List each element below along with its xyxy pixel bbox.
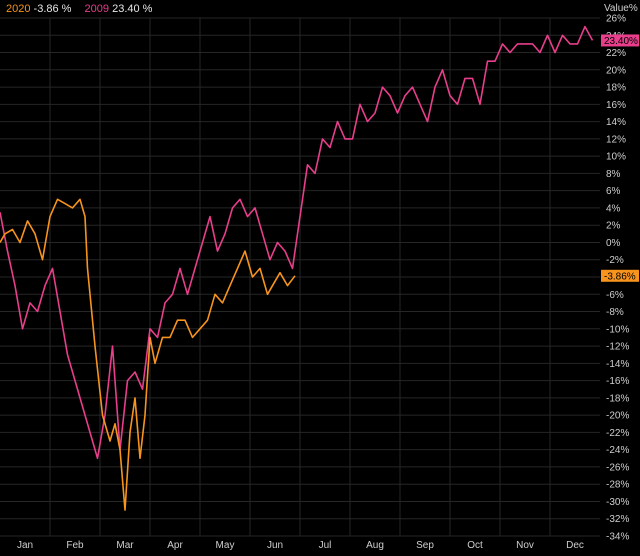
x-tick-label: Jul: [319, 540, 332, 551]
x-tick-label: Apr: [167, 540, 183, 551]
legend-2009-value: 23.40 %: [112, 3, 153, 15]
chart-legend: 2020 -3.86 % 2009 23.40 %: [6, 3, 162, 15]
y-tick-label: -28%: [606, 480, 629, 491]
legend-item-2020[interactable]: 2020 -3.86 %: [6, 3, 75, 15]
legend-2020-value: -3.86 %: [33, 3, 72, 15]
x-tick-label: Nov: [516, 540, 534, 551]
y-tick-label: -26%: [606, 462, 629, 473]
y-tick-label: 4%: [606, 203, 621, 214]
x-tick-label: Aug: [366, 540, 384, 551]
end-value-label-2009: 23.40%: [604, 36, 638, 47]
y-tick-label: -20%: [606, 411, 629, 422]
end-value-label-2020: -3.86%: [604, 271, 636, 282]
y-tick-label: -32%: [606, 514, 629, 525]
legend-2009-name: 2009: [84, 3, 110, 15]
end-value-badge-2020: [601, 269, 639, 282]
y-axis-title: Value%: [604, 3, 638, 14]
x-tick-label: Dec: [566, 540, 584, 551]
y-tick-label: -2%: [606, 255, 624, 266]
y-tick-label: -14%: [606, 359, 629, 370]
y-tick-label: 14%: [606, 117, 626, 128]
y-tick-label: 2%: [606, 221, 621, 232]
end-value-badge-2009: [601, 34, 639, 47]
y-tick-label: -22%: [606, 428, 629, 439]
y-tick-label: 10%: [606, 152, 626, 163]
x-tick-label: Oct: [467, 540, 483, 551]
y-tick-label: -8%: [606, 307, 624, 318]
y-tick-label: 0%: [606, 238, 621, 249]
legend-item-2009[interactable]: 2009 23.40 %: [85, 3, 153, 15]
y-tick-label: -16%: [606, 376, 629, 387]
x-tick-label: Mar: [116, 540, 134, 551]
y-tick-label: 22%: [606, 48, 626, 59]
y-tick-label: 20%: [606, 65, 626, 76]
series-line-2020: [0, 198, 296, 511]
y-tick-label: 26%: [606, 14, 626, 25]
y-tick-label: 16%: [606, 100, 626, 111]
y-tick-label: -12%: [606, 342, 629, 353]
y-tick-label: -24%: [606, 445, 629, 456]
y-tick-label: -6%: [606, 290, 624, 301]
x-tick-label: Sep: [416, 540, 434, 551]
x-tick-label: Jan: [17, 540, 33, 551]
y-tick-label: -18%: [606, 393, 629, 404]
y-tick-label: -10%: [606, 324, 629, 335]
series-line-2009: [0, 25, 594, 460]
y-tick-label: -34%: [606, 532, 629, 543]
y-tick-label: 18%: [606, 83, 626, 94]
x-tick-label: Feb: [66, 540, 84, 551]
y-tick-label: 8%: [606, 169, 621, 180]
y-tick-label: 6%: [606, 186, 621, 197]
y-tick-label: 12%: [606, 134, 626, 145]
x-tick-label: May: [216, 540, 235, 551]
y-tick-label: -30%: [606, 497, 629, 508]
x-tick-label: Jun: [267, 540, 283, 551]
legend-2020-name: 2020: [6, 3, 31, 15]
